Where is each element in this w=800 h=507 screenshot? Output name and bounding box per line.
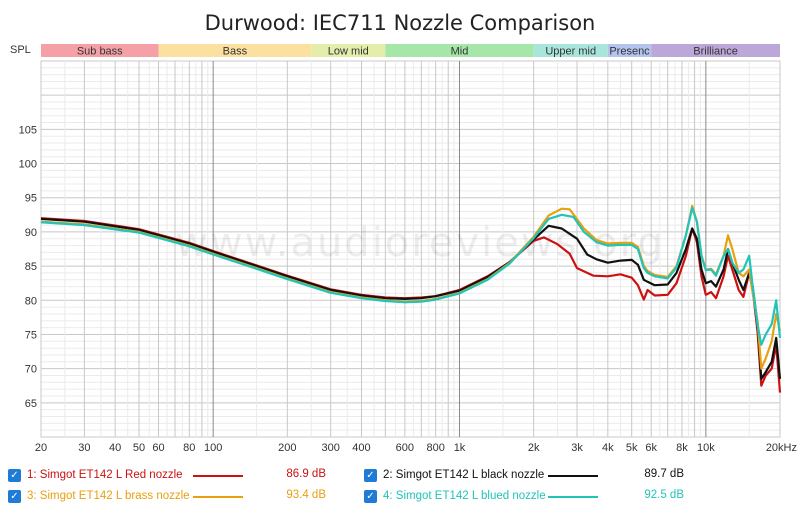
x-tick-400: 400 bbox=[352, 442, 370, 454]
x-tick-60: 60 bbox=[152, 442, 164, 454]
legend-swatch-4 bbox=[548, 496, 598, 498]
y-tick-70: 70 bbox=[25, 364, 37, 376]
band-label-5: Presenc bbox=[609, 46, 650, 58]
x-tick-40: 40 bbox=[109, 442, 121, 454]
legend-label-4: 4: Simgot ET142 L blued nozzle bbox=[383, 490, 546, 502]
x-tick-labels: 20 30 40 50 60 80 100 200 300 400 600 800 1k 2k 3k 4k 5k… bbox=[35, 442, 797, 454]
y-tick-90: 90 bbox=[25, 227, 37, 239]
watermark-text: www.audioreviews.org bbox=[175, 220, 664, 266]
x-tick-30: 30 bbox=[78, 442, 90, 454]
x-tick-20: 20 bbox=[35, 442, 47, 454]
x-tick-80: 80 bbox=[183, 442, 195, 454]
x-tick-600: 600 bbox=[396, 442, 414, 454]
y-axis-label: SPL bbox=[10, 44, 31, 56]
band-label-0: Sub bass bbox=[77, 46, 123, 58]
band-2 bbox=[311, 44, 386, 57]
band-0 bbox=[41, 44, 159, 57]
legend-item-1[interactable]: ✓ 1: Simgot ET142 L Red nozzle bbox=[8, 466, 183, 484]
legend-swatch-2 bbox=[548, 475, 598, 477]
legend-value-4: 92.5 dB bbox=[644, 489, 684, 501]
series-line-2 bbox=[40, 217, 782, 380]
x-tick-1k: 1k bbox=[454, 442, 466, 454]
legend-value-2: 89.7 dB bbox=[644, 468, 684, 480]
legend-value-3: 93.4 dB bbox=[286, 489, 326, 501]
band-1 bbox=[158, 44, 312, 57]
frequency-response-chart: Durwood: IEC711 Nozzle Comparison SPL Su… bbox=[10, 11, 797, 454]
legend-label-2: 2: Simgot ET142 L black nozzle bbox=[383, 469, 545, 481]
band-4 bbox=[533, 44, 608, 57]
x-tick-4k: 4k bbox=[602, 442, 614, 454]
chart-title: Durwood: IEC711 Nozzle Comparison bbox=[205, 11, 596, 35]
legend-item-2[interactable]: ✓ 2: Simgot ET142 L black nozzle bbox=[364, 466, 544, 484]
grid bbox=[40, 60, 781, 438]
x-tick-800: 800 bbox=[426, 442, 444, 454]
legend-label-1: 1: Simgot ET142 L Red nozzle bbox=[27, 469, 183, 481]
legend-checkbox-1[interactable]: ✓ bbox=[8, 468, 21, 482]
x-tick-5k: 5k bbox=[626, 442, 638, 454]
legend-label-3: 3: Simgot ET142 L brass nozzle bbox=[27, 490, 190, 502]
x-tick-100: 100 bbox=[204, 442, 222, 454]
x-tick-50: 50 bbox=[133, 442, 145, 454]
frequency-bands: Sub bass Bass Low mid Mid Upper mid Presenc Br… bbox=[41, 44, 780, 58]
legend: ✓ 1: Simgot ET142 L Red nozzle 86.9 dB ✓ 2: … bbox=[0, 460, 800, 507]
y-tick-100: 100 bbox=[19, 159, 37, 171]
y-tick-65: 65 bbox=[25, 398, 37, 410]
x-tick-10k: 10k bbox=[697, 442, 715, 454]
y-tick-85: 85 bbox=[25, 261, 37, 273]
x-tick-8k: 8k bbox=[676, 442, 688, 454]
y-tick-105: 105 bbox=[19, 124, 37, 136]
series-line-4 bbox=[40, 206, 782, 346]
band-3 bbox=[385, 44, 534, 57]
y-tick-95: 95 bbox=[25, 193, 37, 205]
x-tick-6k: 6k bbox=[645, 442, 657, 454]
band-6 bbox=[651, 44, 780, 57]
x-tick-3k: 3k bbox=[571, 442, 583, 454]
legend-item-3[interactable]: ✓ 3: Simgot ET142 L brass nozzle bbox=[8, 487, 190, 505]
y-tick-75: 75 bbox=[25, 329, 37, 341]
x-tick-20kHz: 20kHz bbox=[766, 442, 797, 454]
x-tick-200: 200 bbox=[278, 442, 296, 454]
series-lines bbox=[40, 204, 782, 393]
legend-swatch-1 bbox=[193, 475, 243, 477]
band-label-4: Upper mid bbox=[545, 46, 596, 58]
band-label-3: Mid bbox=[451, 46, 469, 58]
legend-checkbox-2[interactable]: ✓ bbox=[364, 468, 377, 482]
legend-checkbox-4[interactable]: ✓ bbox=[364, 489, 377, 503]
legend-swatch-3 bbox=[193, 496, 243, 498]
band-label-2: Low mid bbox=[328, 46, 369, 58]
band-5 bbox=[607, 44, 652, 57]
x-tick-2k: 2k bbox=[528, 442, 540, 454]
legend-value-1: 86.9 dB bbox=[286, 468, 326, 480]
y-tick-80: 80 bbox=[25, 295, 37, 307]
y-tick-labels: 65 70 75 80 85 90 95 100 105 bbox=[19, 124, 37, 409]
legend-item-4[interactable]: ✓ 4: Simgot ET142 L blued nozzle bbox=[364, 487, 546, 505]
band-label-6: Brilliance bbox=[693, 46, 738, 58]
x-tick-300: 300 bbox=[322, 442, 340, 454]
band-label-1: Bass bbox=[223, 46, 248, 58]
legend-checkbox-3[interactable]: ✓ bbox=[8, 489, 21, 503]
